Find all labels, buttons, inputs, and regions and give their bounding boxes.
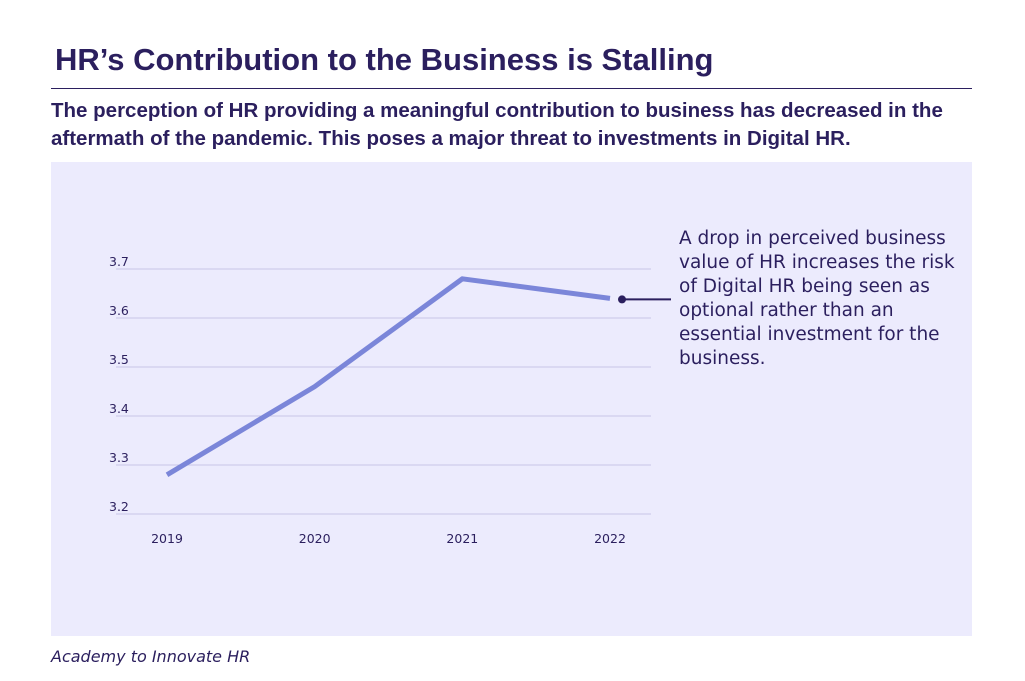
gridlines: [116, 268, 651, 515]
x-tick-label: 2021: [446, 531, 478, 546]
chart-panel: [51, 162, 972, 636]
source-credit: Academy to Innovate HR: [51, 647, 251, 666]
line-chart: 3.2 3.3 3.4 3.5 3.6 3.7 2019 2020 2021 2022: [109, 254, 671, 546]
y-tick-label: 3.4: [109, 401, 129, 416]
y-tick-label: 3.2: [109, 499, 129, 514]
title-divider: [51, 88, 972, 89]
y-tick-label: 3.3: [109, 450, 129, 465]
callout: [618, 295, 671, 304]
callout-dot: [618, 295, 626, 304]
series: [165, 276, 611, 477]
x-tick-label: 2020: [299, 531, 331, 546]
x-tick-label: 2019: [151, 531, 183, 546]
annotation-text: A drop in perceived business value of HR…: [679, 228, 955, 369]
y-tick-label: 3.7: [109, 254, 129, 269]
y-axis-ticks: 3.2 3.3 3.4 3.5 3.6 3.7: [109, 254, 129, 514]
y-tick-label: 3.5: [109, 352, 129, 367]
x-tick-label: 2022: [594, 531, 626, 546]
y-tick-label: 3.6: [109, 303, 129, 318]
chart-subtitle: The perception of HR providing a meaning…: [51, 99, 943, 150]
x-axis-ticks: 2019 2020 2021 2022: [151, 531, 626, 546]
chart-title: HR’s Contribution to the Business is Sta…: [55, 42, 714, 77]
series-line: [165, 276, 611, 477]
